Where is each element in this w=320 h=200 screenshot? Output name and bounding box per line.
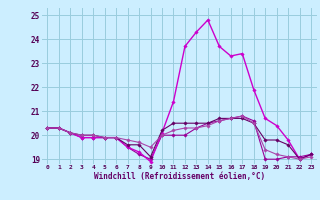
X-axis label: Windchill (Refroidissement éolien,°C): Windchill (Refroidissement éolien,°C) bbox=[94, 172, 265, 181]
